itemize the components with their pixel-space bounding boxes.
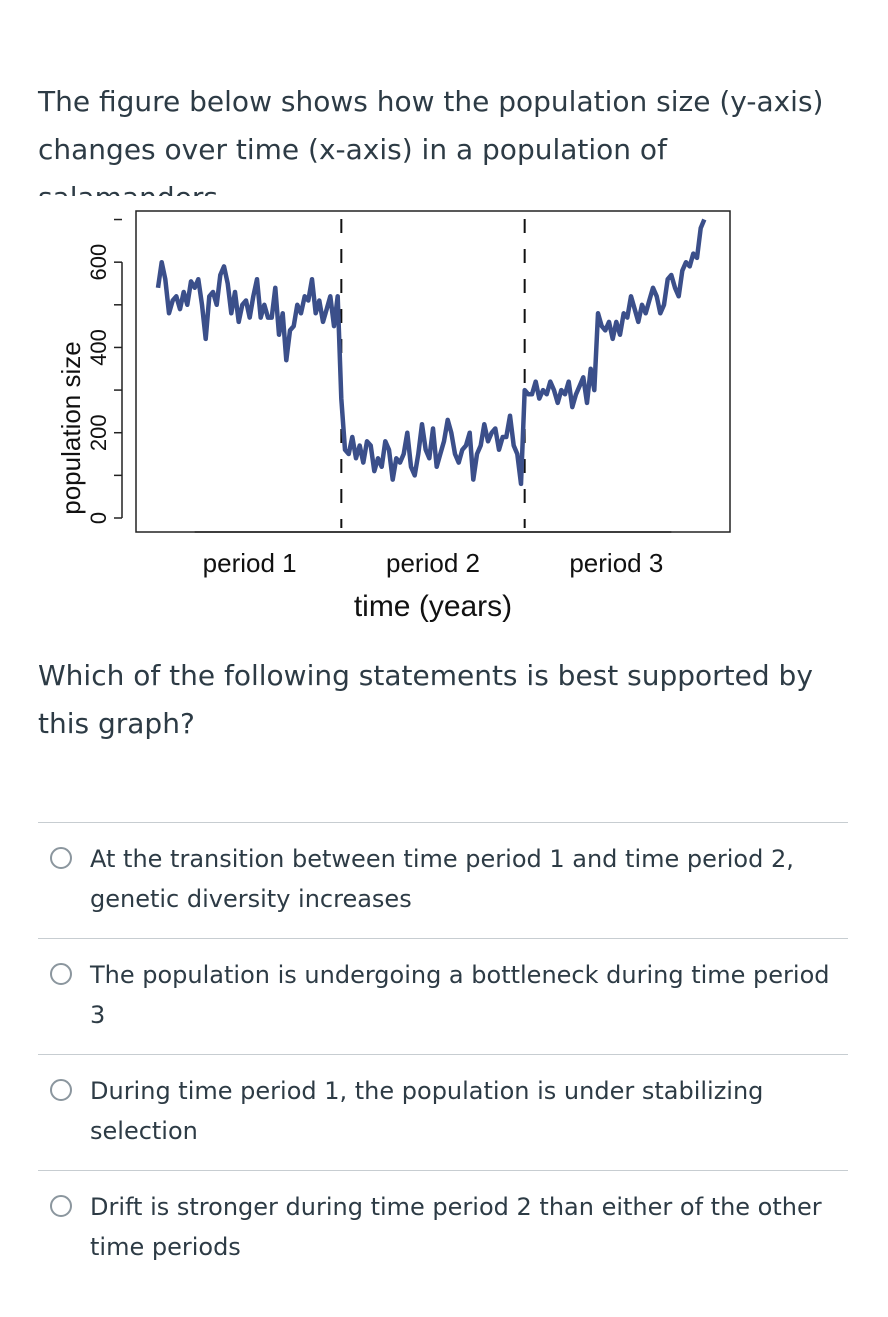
chart-y-tick-label: 400 [86,329,111,366]
answer-option-label: The population is undergoing a bottlenec… [90,961,830,1029]
answer-list: At the transition between time period 1 … [38,822,848,1286]
answer-option-label: Drift is stronger during time period 2 t… [90,1193,822,1261]
period-label: period 1 [203,548,297,578]
chart-frame [135,210,731,533]
radio-button-icon[interactable] [50,1195,72,1217]
population-series-line [155,218,707,487]
answer-option-4[interactable]: Drift is stronger during time period 2 t… [38,1170,848,1286]
population-chart: 0 200 400 600 period 1 period 2 period 3 popul… [36,196,744,630]
chart-x-axis-label: time (years) [354,590,512,623]
answer-option-1[interactable]: At the transition between time period 1 … [38,822,848,938]
question-intro: The figure below shows how the populatio… [38,85,824,214]
chart-y-tick-label: 200 [86,414,111,451]
chart-y-tick-label: 600 [86,244,111,281]
answer-option-2[interactable]: The population is undergoing a bottlenec… [38,938,848,1054]
question-prompt: Which of the following statements is bes… [38,659,813,740]
chart-y-axis-label: population size [56,341,86,514]
answer-option-label: During time period 1, the population is … [90,1077,764,1145]
radio-button-icon[interactable] [50,847,72,869]
period-label: period 2 [386,548,480,578]
answer-option-3[interactable]: During time period 1, the population is … [38,1054,848,1170]
chart-y-tick-label: 0 [86,512,111,524]
radio-button-icon[interactable] [50,1079,72,1101]
answer-option-label: At the transition between time period 1 … [90,845,794,913]
period-label: period 3 [569,548,663,578]
radio-button-icon[interactable] [50,963,72,985]
